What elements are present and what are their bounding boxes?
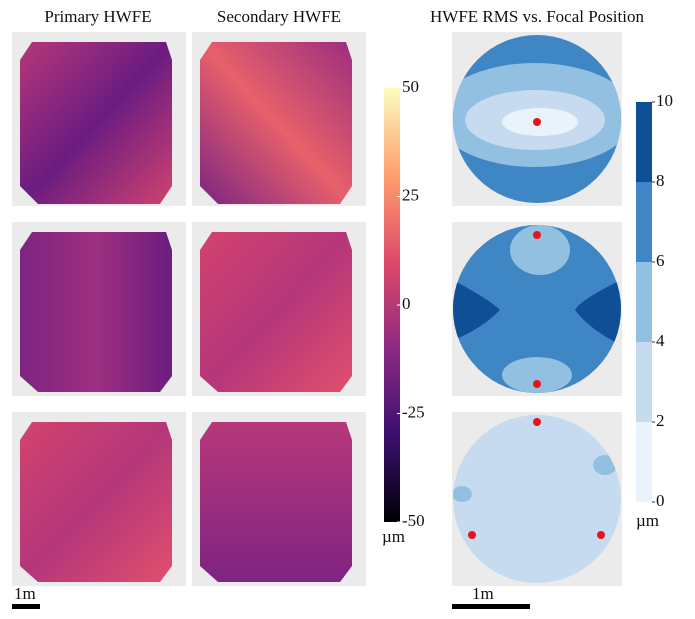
colorbar-tick-label: 4 — [656, 331, 665, 350]
scale-bar — [452, 604, 530, 609]
colorbar-tick-label: 8 — [656, 171, 665, 190]
panel-title: HWFE RMS vs. Focal Position — [430, 7, 644, 26]
scale-bar — [12, 604, 40, 609]
colorbar-tick-label: 25 — [402, 185, 419, 204]
colorbar-tick-label: 0 — [656, 491, 665, 510]
colorbar-tick-label: 6 — [656, 251, 665, 270]
colorbar-level — [636, 262, 652, 342]
scale-label: 1m — [472, 584, 494, 603]
colorbar-tick-label: 2 — [656, 411, 665, 430]
colorbar-tick-label: 0 — [402, 294, 411, 313]
colorbar-tick-label: -25 — [402, 402, 425, 421]
panel-title: Secondary HWFE — [217, 7, 341, 26]
heatmap-panels — [12, 32, 366, 586]
colorbar-tick-label: 50 — [402, 77, 419, 96]
colorbar-unit: µm — [382, 527, 405, 546]
colorbar — [384, 88, 400, 522]
colorbar-level — [636, 182, 652, 262]
colorbar-tick-label: 10 — [656, 91, 673, 110]
colorbar-level — [636, 422, 652, 502]
contour-panels — [452, 32, 622, 586]
colorbar-level — [636, 102, 652, 182]
colorbar-tick-label: -50 — [402, 511, 425, 530]
scale-label: 1m — [14, 584, 36, 603]
panel-title: Primary HWFE — [44, 7, 151, 26]
colorbar-unit: µm — [636, 511, 659, 530]
colorbar-level — [636, 342, 652, 422]
